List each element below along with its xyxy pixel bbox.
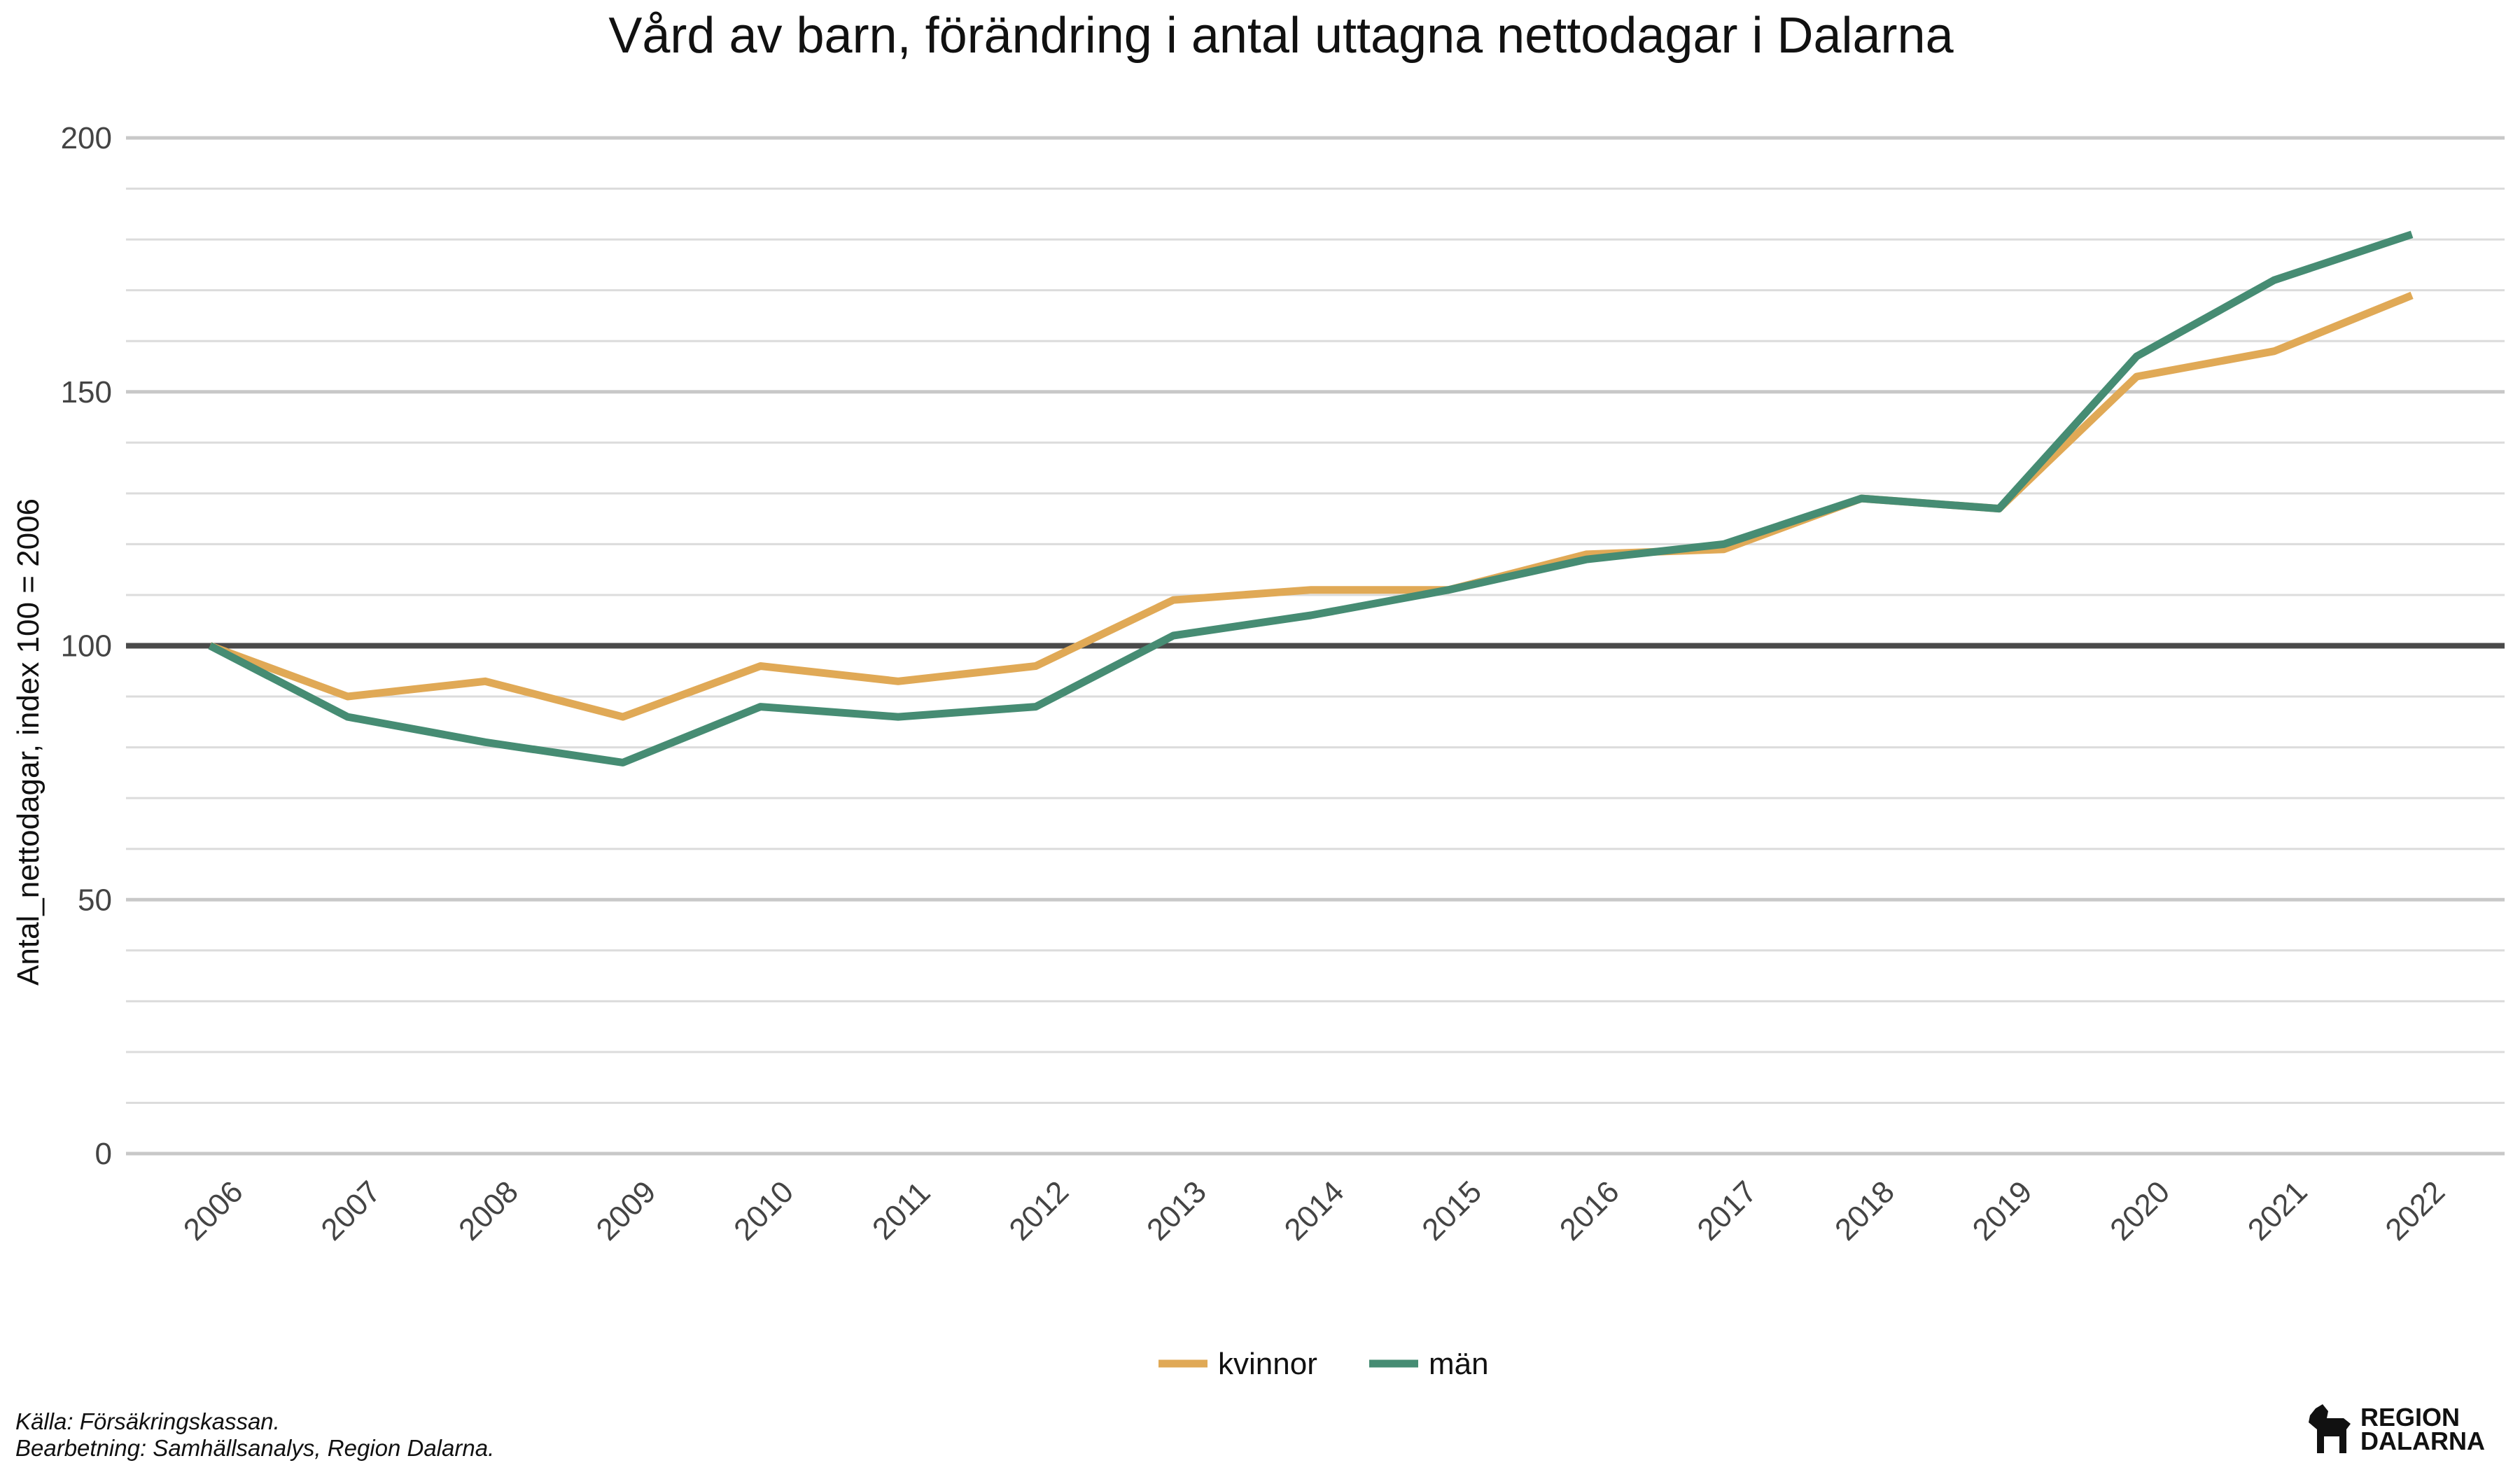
series-line-kvinnor [209, 291, 2414, 721]
x-tick-label: 2017 [1690, 1175, 1763, 1247]
logo-line-1: REGION [2360, 1403, 2460, 1432]
logo-text: REGION DALARNA [2360, 1403, 2485, 1455]
y-axis-label: Antal_nettodagar, index 100 = 2006 [11, 498, 46, 986]
x-tick-label: 2008 [452, 1175, 525, 1247]
y-tick-label: 100 [61, 629, 112, 664]
legend-label: kvinnor [1218, 1347, 1317, 1381]
source-caption: Källa: Försäkringskassan. [15, 1408, 280, 1434]
y-tick-label: 150 [61, 375, 112, 410]
x-tick-label: 2014 [1278, 1175, 1351, 1247]
chart-title: Vård av barn, förändring i antal uttagna… [608, 8, 1954, 64]
x-tick-label: 2018 [1828, 1175, 1901, 1247]
region-dalarna-logo: REGION DALARNA [2300, 1401, 2485, 1457]
y-tick-label: 0 [95, 1137, 112, 1171]
logo-line-2: DALARNA [2360, 1427, 2485, 1455]
legend-label: män [1429, 1347, 1489, 1381]
x-tick-label: 2019 [1966, 1175, 2039, 1247]
x-tick-label: 2013 [1140, 1175, 1213, 1247]
x-tick-label: 2022 [2379, 1175, 2451, 1247]
processing-caption: Bearbetning: Samhällsanalys, Region Dala… [15, 1435, 495, 1461]
x-tick-label: 2015 [1415, 1175, 1488, 1247]
x-tick-label: 2012 [1002, 1175, 1075, 1247]
x-tick-label: 2016 [1553, 1175, 1626, 1247]
x-tick-label: 2011 [866, 1175, 937, 1247]
legend: kvinnor män [1158, 1347, 1489, 1381]
x-tick-label: 2007 [314, 1175, 387, 1247]
y-tick-label: 50 [78, 883, 112, 917]
x-tick-label: 2006 [177, 1175, 250, 1247]
series-line-män [208, 230, 2414, 766]
x-tick-label: 2009 [590, 1175, 663, 1247]
x-tick-label: 2020 [2104, 1175, 2176, 1247]
x-tick-label: 2021 [2241, 1175, 2314, 1247]
y-tick-label: 200 [61, 121, 112, 155]
series-lines [208, 230, 2414, 766]
x-axis-ticks: 2006 2007 2008 2009 2010 2011 2012 2013 2014 2015… [177, 1175, 2451, 1247]
x-tick-label: 2010 [727, 1175, 800, 1247]
y-axis-ticks: 0 50 100 150 200 [61, 121, 112, 1171]
dala-horse-icon [2309, 1404, 2351, 1453]
